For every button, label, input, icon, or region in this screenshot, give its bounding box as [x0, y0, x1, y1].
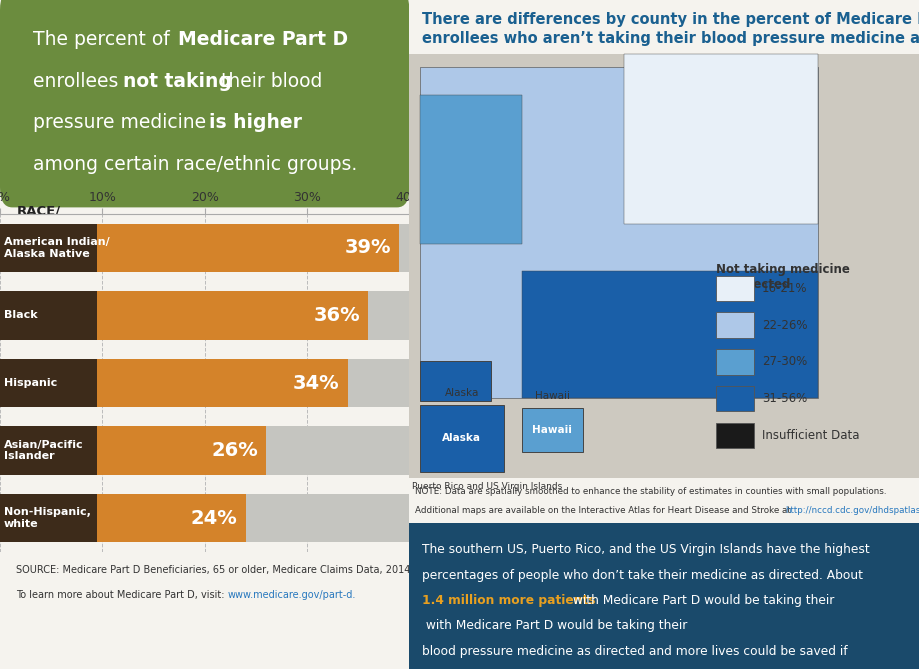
- Text: Asian/Pacific
Islander: Asian/Pacific Islander: [4, 440, 84, 462]
- Bar: [419, 361, 491, 401]
- Text: blood pressure medicine as directed and more lives could be saved if: blood pressure medicine as directed and …: [422, 645, 847, 658]
- Bar: [0, 426, 97, 475]
- Text: To learn more about Medicare Part D, visit:: To learn more about Medicare Part D, vis…: [17, 590, 228, 600]
- Bar: [0, 223, 409, 272]
- Text: 16-21%: 16-21%: [761, 282, 806, 295]
- Text: pressure medicine: pressure medicine: [33, 113, 211, 132]
- FancyBboxPatch shape: [419, 67, 817, 398]
- FancyBboxPatch shape: [419, 96, 521, 244]
- Text: www.medicare.gov/part-d.: www.medicare.gov/part-d.: [227, 590, 356, 600]
- Bar: [0, 223, 399, 272]
- Text: Additional maps are available on the Interactive Atlas for Heart Disease and Str: Additional maps are available on the Int…: [414, 506, 792, 514]
- Text: 27-30%: 27-30%: [761, 355, 806, 369]
- Text: among certain race/ethnic groups.: among certain race/ethnic groups.: [33, 155, 357, 173]
- Text: not taking: not taking: [123, 72, 232, 90]
- Text: Puerto Rico and US Virgin Islands: Puerto Rico and US Virgin Islands: [412, 482, 562, 490]
- Bar: [0, 426, 266, 475]
- Bar: [521, 408, 583, 452]
- Text: Medicare Part D: Medicare Part D: [178, 30, 347, 49]
- Bar: [409, 54, 919, 478]
- Bar: [715, 312, 754, 338]
- Text: Black: Black: [4, 310, 38, 320]
- Bar: [0, 291, 369, 340]
- Text: enrollees: enrollees: [33, 72, 124, 90]
- Bar: [419, 405, 504, 472]
- Bar: [0, 494, 245, 543]
- Text: 26%: 26%: [211, 441, 257, 460]
- Bar: [0, 291, 409, 340]
- Bar: [0, 359, 409, 407]
- FancyBboxPatch shape: [521, 271, 817, 398]
- Bar: [715, 386, 754, 411]
- FancyBboxPatch shape: [0, 0, 409, 207]
- Text: their blood: their blood: [215, 72, 322, 90]
- Text: with Medicare Part D would be taking their: with Medicare Part D would be taking the…: [568, 594, 834, 607]
- Text: is higher: is higher: [209, 113, 301, 132]
- Text: NOTE: Data are spatially smoothed to enhance the stability of estimates in count: NOTE: Data are spatially smoothed to enh…: [414, 487, 885, 496]
- Bar: [409, 523, 919, 669]
- Text: http://nccd.cdc.gov/dhdspatlas.: http://nccd.cdc.gov/dhdspatlas.: [785, 506, 919, 514]
- Text: Non-Hispanic,
white: Non-Hispanic, white: [4, 507, 91, 529]
- Text: RACE/
ETHNICITY: RACE/ ETHNICITY: [17, 204, 95, 232]
- Text: Alaska: Alaska: [444, 388, 479, 398]
- Text: SOURCE: Medicare Part D Beneficiaries, 65 or older, Medicare Claims Data, 2014.: SOURCE: Medicare Part D Beneficiaries, 6…: [17, 565, 414, 575]
- FancyBboxPatch shape: [623, 54, 817, 224]
- Text: 31-56%: 31-56%: [761, 392, 806, 405]
- Text: 39%: 39%: [344, 238, 391, 258]
- Text: enrollees who aren’t taking their blood pressure medicine as directed.: enrollees who aren’t taking their blood …: [422, 31, 919, 46]
- Text: 34%: 34%: [293, 373, 339, 393]
- Text: Insufficient Data: Insufficient Data: [761, 429, 858, 442]
- Bar: [0, 359, 347, 407]
- Bar: [715, 423, 754, 448]
- Text: Alaska: Alaska: [442, 434, 481, 443]
- Bar: [0, 223, 97, 272]
- Bar: [0, 426, 409, 475]
- Bar: [715, 349, 754, 375]
- Bar: [715, 276, 754, 301]
- Text: Not taking medicine
as directed: Not taking medicine as directed: [715, 263, 849, 291]
- Text: Hawaii: Hawaii: [532, 425, 572, 435]
- Text: The percent of: The percent of: [33, 30, 176, 49]
- Bar: [0, 494, 97, 543]
- Text: 22-26%: 22-26%: [761, 318, 806, 332]
- Text: The southern US, Puerto Rico, and the US Virgin Islands have the highest: The southern US, Puerto Rico, and the US…: [422, 543, 869, 556]
- Text: 1.4 million more patients: 1.4 million more patients: [422, 594, 595, 607]
- Text: American Indian/
Alaska Native: American Indian/ Alaska Native: [4, 237, 109, 259]
- Text: Hawaii: Hawaii: [534, 391, 569, 401]
- Text: with Medicare Part D would be taking their: with Medicare Part D would be taking the…: [422, 619, 686, 632]
- Text: 36%: 36%: [313, 306, 360, 325]
- Bar: [0, 291, 97, 340]
- Text: 24%: 24%: [190, 508, 237, 528]
- Bar: [0, 494, 409, 543]
- Text: Hispanic: Hispanic: [4, 378, 57, 388]
- Text: percentages of people who don’t take their medicine as directed. About: percentages of people who don’t take the…: [422, 569, 862, 581]
- Text: There are differences by county in the percent of Medicare Part D: There are differences by county in the p…: [422, 12, 919, 27]
- Bar: [0, 359, 97, 407]
